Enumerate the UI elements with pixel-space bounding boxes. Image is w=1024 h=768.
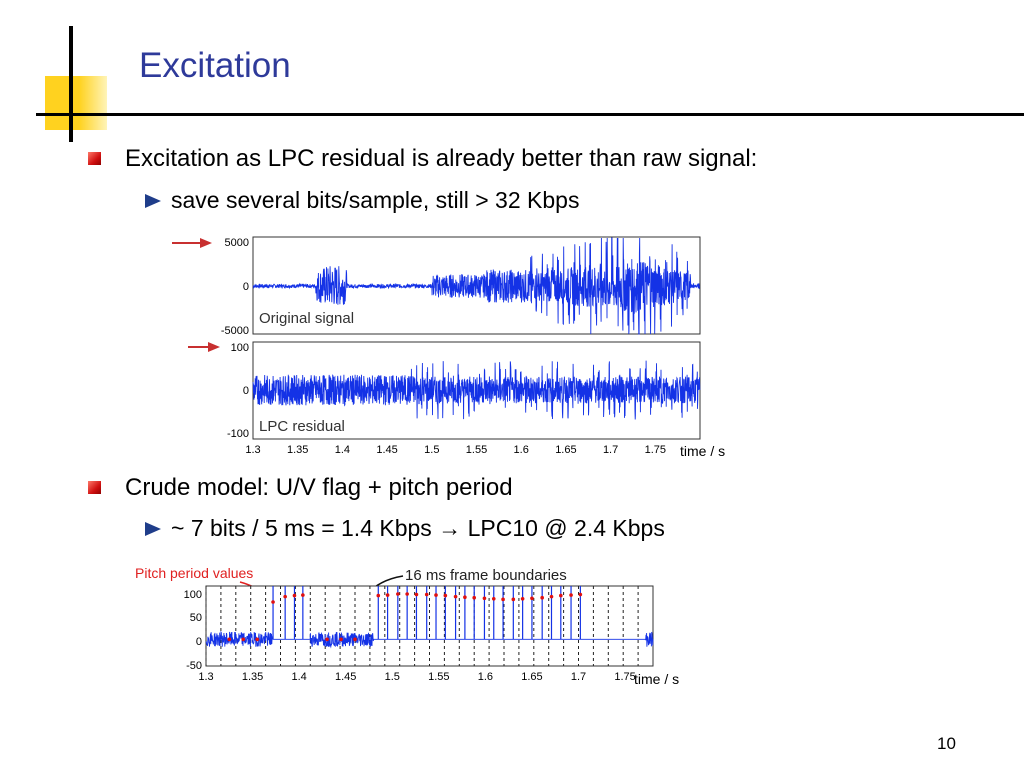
- bullet-2-sub-text: ~ 7 bits / 5 ms = 1.4 Kbps → LPC10 @ 2.4…: [171, 515, 665, 541]
- pitch-value-marker: [414, 592, 419, 597]
- square-bullet-icon: [88, 152, 101, 165]
- pitch-value-markers: [227, 586, 583, 642]
- x-tick-label: 1.6: [514, 444, 529, 456]
- pitch-value-marker: [453, 594, 458, 599]
- x-tick-label: 1.55: [466, 444, 487, 456]
- pitch-value-marker: [255, 637, 260, 642]
- x-tick-label: 1.35: [287, 444, 308, 456]
- pitch-value-marker: [491, 597, 496, 601]
- y-tick-label: 0: [196, 636, 202, 648]
- square-bullet-icon: [88, 481, 101, 494]
- pitch-value-marker: [578, 592, 583, 597]
- pitch-value-marker: [520, 597, 525, 601]
- pitch-value-marker: [292, 593, 297, 598]
- label-backdrop: [256, 415, 356, 435]
- lpc-residual-waveform: [252, 360, 701, 420]
- x-tick-label: 1.7: [571, 671, 586, 683]
- x-axis-label: time / s: [634, 671, 679, 687]
- pitch-value-marker: [339, 637, 343, 642]
- x-tick-label: 1.3: [198, 671, 213, 683]
- y-tick-label: -50: [186, 660, 202, 672]
- x-tick-label: 1.65: [555, 444, 576, 456]
- pitch-value-marker: [227, 637, 232, 642]
- pitch-value-marker: [511, 597, 516, 602]
- pitch-excitation-waveform: [205, 630, 654, 649]
- title-decoration-square: [45, 76, 107, 130]
- x-tick-label: 1.65: [521, 671, 542, 683]
- triangle-bullet-icon: [145, 194, 161, 208]
- slide-title: Excitation: [139, 46, 291, 85]
- x-tick-label: 1.5: [385, 671, 400, 683]
- bullet-1-sub-text: save several bits/sample, still > 32 Kbp…: [171, 187, 580, 213]
- page-number: 10: [937, 734, 956, 753]
- pitch-value-marker: [376, 593, 381, 598]
- original-signal-waveform: [252, 237, 701, 335]
- y-tick-label: -5000: [221, 325, 249, 337]
- x-tick-label: 1.4: [335, 444, 350, 456]
- pitch-value-marker: [549, 594, 554, 599]
- pitch-value-marker: [569, 593, 573, 597]
- original-signal-label: Original signal: [259, 310, 354, 327]
- y-tick-label: 100: [184, 589, 202, 601]
- pitch-value-marker: [463, 595, 467, 599]
- y-tick-label: -100: [227, 428, 249, 440]
- pitch-value-marker: [353, 637, 357, 642]
- y-tick-label: 100: [231, 342, 249, 354]
- pitch-value-marker: [325, 637, 329, 642]
- x-axis-label: time / s: [680, 443, 725, 459]
- x-tick-label: 1.6: [478, 671, 493, 683]
- bullet-2-text: Crude model: U/V flag + pitch period: [125, 474, 513, 501]
- y-tick-label: 5000: [225, 237, 249, 249]
- x-tick-label: 1.55: [428, 671, 449, 683]
- x-tick-label: 1.3: [245, 444, 260, 456]
- pitch-value-marker: [530, 596, 534, 601]
- pitch-value-marker: [434, 593, 438, 597]
- pitch-value-marker: [472, 595, 477, 600]
- frame-boundaries-annotation: 16 ms frame boundaries: [405, 567, 567, 584]
- triangle-bullet-icon: [145, 522, 161, 536]
- pitch-value-marker: [396, 592, 400, 596]
- bullet-1-text: Excitation as LPC residual is already be…: [125, 145, 758, 172]
- pitch-value-marker: [443, 593, 448, 598]
- pitch-value-marker: [540, 595, 544, 600]
- x-tick-label: 1.75: [645, 444, 666, 456]
- pitch-value-marker: [271, 600, 275, 604]
- x-tick-label: 1.75: [614, 671, 635, 683]
- x-tick-labels: 1.3 1.35 1.4 1.45 1.5 1.55 1.6 1.65 1.7 1.75: [198, 671, 635, 683]
- pitch-value-marker: [482, 596, 487, 601]
- x-tick-label: 1.35: [242, 671, 263, 683]
- title-decoration-vertical-line: [69, 26, 73, 142]
- pitch-value-marker: [405, 592, 409, 596]
- pitch-value-marker: [301, 593, 305, 597]
- frame-boundary-lines: [205, 586, 639, 666]
- pitch-period-values-annotation: Pitch period values: [135, 565, 253, 581]
- pitch-value-marker: [385, 593, 390, 597]
- lpc-residual-label: LPC residual: [259, 418, 345, 435]
- pitch-value-marker: [283, 594, 287, 599]
- pitch-value-marker: [501, 597, 505, 602]
- red-arrow-icon: [172, 238, 212, 248]
- x-tick-labels: 1.3 1.35 1.4 1.45 1.5 1.55 1.6 1.65 1.7 1.75: [245, 444, 666, 456]
- pitch-value-marker: [559, 593, 563, 598]
- red-arrow-icon: [188, 342, 220, 352]
- x-tick-label: 1.4: [291, 671, 306, 683]
- x-tick-label: 1.45: [376, 444, 397, 456]
- y-tick-label: 0: [243, 385, 249, 397]
- x-tick-label: 1.5: [424, 444, 439, 456]
- x-tick-label: 1.45: [335, 671, 356, 683]
- y-tick-label: 0: [243, 281, 249, 293]
- y-tick-label: 50: [190, 612, 202, 624]
- x-tick-label: 1.7: [603, 444, 618, 456]
- pitch-value-marker: [424, 592, 429, 597]
- title-underline: [36, 113, 1024, 116]
- pitch-value-marker: [241, 637, 246, 642]
